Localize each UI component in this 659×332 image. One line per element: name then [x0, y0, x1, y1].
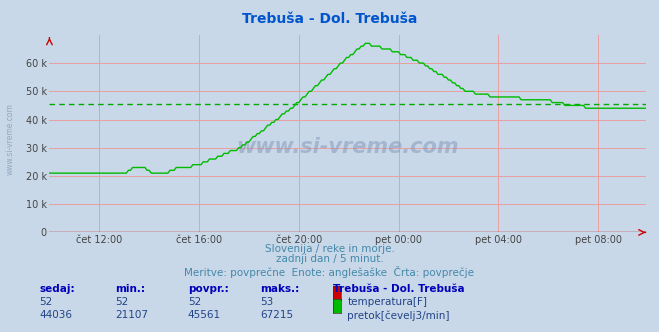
Text: Trebuša - Dol. Trebuša: Trebuša - Dol. Trebuša: [242, 12, 417, 26]
Text: pretok[čevelj3/min]: pretok[čevelj3/min]: [347, 310, 450, 321]
Text: Meritve: povprečne  Enote: anglešaške  Črta: povprečje: Meritve: povprečne Enote: anglešaške Črt…: [185, 266, 474, 278]
Text: 67215: 67215: [260, 310, 293, 320]
Text: min.:: min.:: [115, 284, 146, 294]
Text: 21107: 21107: [115, 310, 148, 320]
Text: 52: 52: [115, 297, 129, 307]
Text: maks.:: maks.:: [260, 284, 300, 294]
Text: 52: 52: [40, 297, 53, 307]
Text: zadnji dan / 5 minut.: zadnji dan / 5 minut.: [275, 254, 384, 264]
Text: povpr.:: povpr.:: [188, 284, 229, 294]
Text: www.si-vreme.com: www.si-vreme.com: [237, 137, 459, 157]
Text: 52: 52: [188, 297, 201, 307]
Text: Trebuša - Dol. Trebuša: Trebuša - Dol. Trebuša: [333, 284, 465, 294]
Text: Slovenija / reke in morje.: Slovenija / reke in morje.: [264, 244, 395, 254]
Text: 53: 53: [260, 297, 273, 307]
Text: 44036: 44036: [40, 310, 72, 320]
Text: sedaj:: sedaj:: [40, 284, 75, 294]
Text: 45561: 45561: [188, 310, 221, 320]
Text: www.si-vreme.com: www.si-vreme.com: [5, 104, 14, 175]
Text: temperatura[F]: temperatura[F]: [347, 297, 427, 307]
